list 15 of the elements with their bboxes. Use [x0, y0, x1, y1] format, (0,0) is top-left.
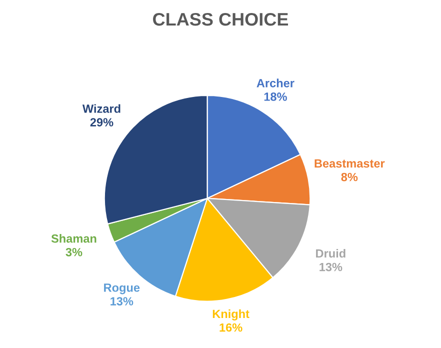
- slice-label: Shaman: [51, 234, 96, 243]
- slice-label: Druid: [316, 248, 346, 258]
- data-label: 13%: [320, 262, 342, 272]
- data-label: 8%: [341, 172, 358, 182]
- slice-label: Archer: [256, 78, 294, 88]
- data-label: 3%: [66, 248, 82, 256]
- slice-label: Knight: [212, 309, 250, 320]
- data-label: 29%: [90, 118, 114, 126]
- data-label: 13%: [110, 297, 134, 306]
- data-label: 16%: [220, 323, 242, 332]
- data-label: 18%: [264, 92, 287, 101]
- slice-label: Beastmaster: [314, 159, 385, 168]
- slice-label: Wizard: [82, 104, 120, 113]
- chart-title: CLASS CHOICE: [153, 12, 288, 26]
- slice-label: Rogue: [104, 284, 140, 294]
